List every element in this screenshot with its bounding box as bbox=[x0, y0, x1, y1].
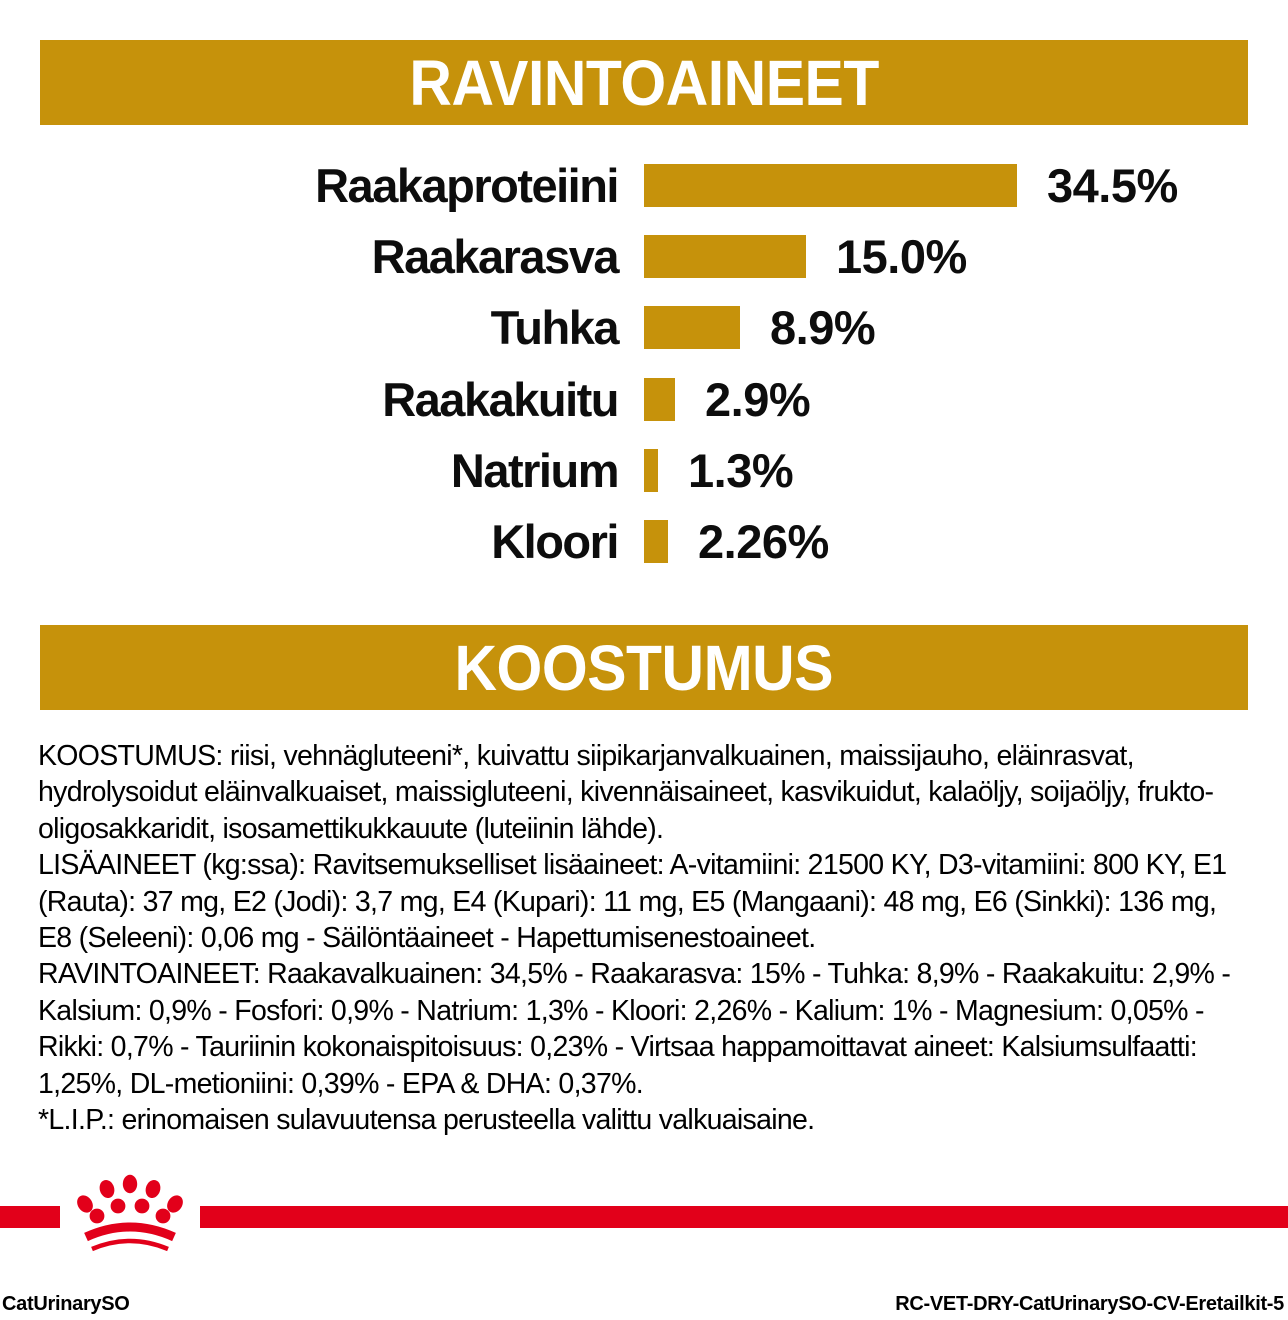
chart-row: Raakakuitu 2.9% bbox=[0, 364, 1288, 435]
section-header-nutrients: RAVINTOAINEET bbox=[40, 40, 1248, 125]
chart-category-label: Raakaproteiini bbox=[315, 159, 619, 213]
chart-row: Tuhka 8.9% bbox=[0, 292, 1288, 363]
royal-canin-logo bbox=[60, 1170, 200, 1258]
composition-paragraph: *L.I.P.: erinomaisen sulavuutensa perust… bbox=[38, 1104, 815, 1137]
royal-canin-crown-icon bbox=[77, 1174, 183, 1252]
chart-value-label: 2.9% bbox=[705, 372, 811, 426]
chart-row: Raakarasva 15.0% bbox=[0, 221, 1288, 292]
chart-bar bbox=[644, 448, 658, 492]
chart-bar bbox=[644, 377, 675, 421]
chart-row: Natrium 1.3% bbox=[0, 435, 1288, 506]
divider-line bbox=[0, 1206, 1288, 1228]
section-title-composition: KOOSTUMUS bbox=[454, 631, 834, 704]
chart-bar bbox=[644, 306, 740, 350]
composition-text: KOOSTUMUS: riisi, vehnägluteeni*, kuivat… bbox=[38, 738, 1254, 1138]
nutrients-bar-chart: Raakaproteiini 34.5% Raakarasva 15.0% Tuhka 8… bbox=[0, 150, 1288, 577]
composition-paragraph: LISÄAINEET (kg:ssa): Ravitsemukselliset … bbox=[38, 849, 1227, 955]
product-code-right: RC-VET-DRY-CatUrinarySO-CV-Eretailkit-5 bbox=[895, 1293, 1284, 1315]
chart-row: Kloori 2.26% bbox=[0, 506, 1288, 577]
chart-category-label: Raakarasva bbox=[371, 230, 620, 284]
chart-value-label: 15.0% bbox=[836, 230, 967, 284]
chart-bar bbox=[644, 164, 1017, 208]
product-code-left: CatUrinarySO bbox=[2, 1293, 130, 1315]
chart-value-label: 1.3% bbox=[688, 443, 794, 497]
composition-paragraph: KOOSTUMUS: riisi, vehnägluteeni*, kuivat… bbox=[38, 740, 1214, 845]
chart-category-label: Kloori bbox=[491, 515, 619, 569]
chart-value-label: 2.26% bbox=[698, 515, 829, 569]
chart-category-label: Tuhka bbox=[490, 301, 620, 355]
chart-category-label: Natrium bbox=[450, 443, 620, 497]
chart-value-label: 8.9% bbox=[770, 301, 876, 355]
chart-row: Raakaproteiini 34.5% bbox=[0, 150, 1288, 221]
section-title-nutrients: RAVINTOAINEET bbox=[409, 46, 879, 119]
chart-bar bbox=[644, 520, 668, 564]
chart-category-label: Raakakuitu bbox=[382, 372, 619, 426]
chart-value-label: 34.5% bbox=[1047, 159, 1178, 213]
composition-paragraph: RAVINTOAINEET: Raakavalkuainen: 34,5% - … bbox=[38, 958, 1231, 1100]
section-header-composition: KOOSTUMUS bbox=[40, 625, 1248, 710]
chart-bar bbox=[644, 235, 806, 279]
